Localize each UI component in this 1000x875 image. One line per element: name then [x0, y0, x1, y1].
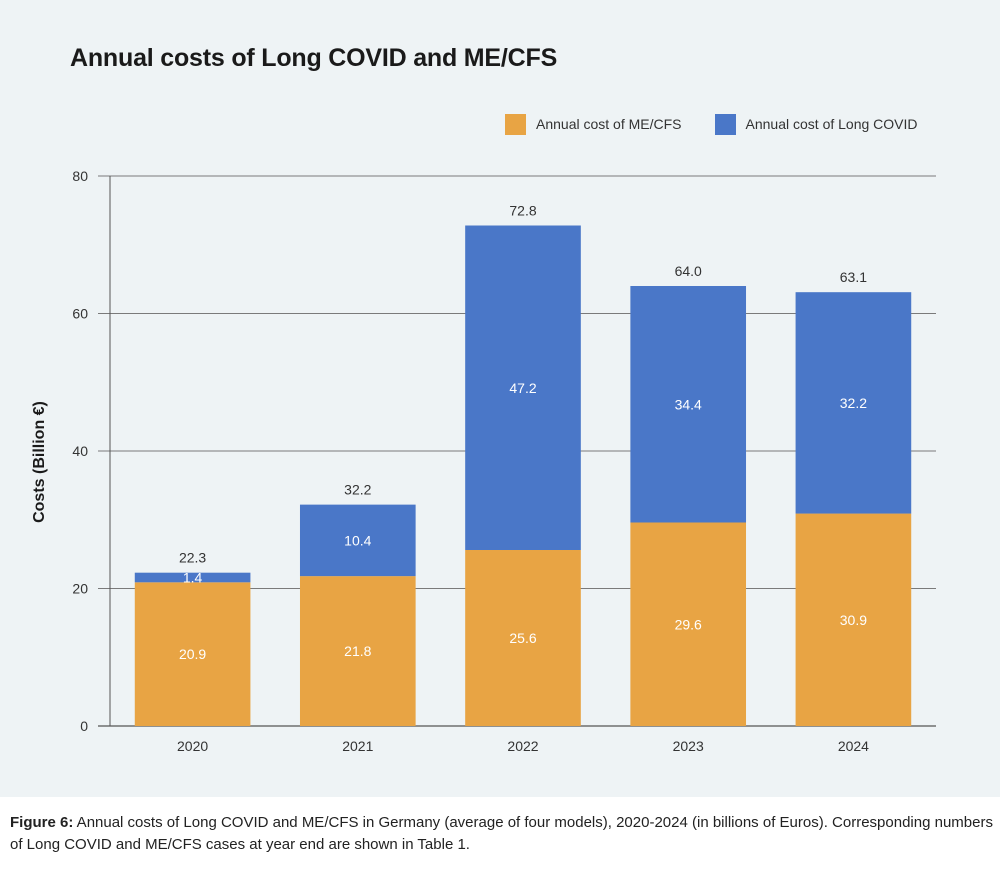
legend: Annual cost of ME/CFS Annual cost of Lon… — [505, 113, 918, 135]
y-tick-label: 60 — [72, 306, 88, 322]
data-label-mecfs: 30.9 — [840, 612, 867, 628]
bar-mecfs — [299, 576, 416, 726]
data-label-long-covid: 34.4 — [675, 396, 702, 412]
figure-caption: Figure 6: Annual costs of Long COVID and… — [10, 812, 995, 856]
bar-mecfs — [795, 513, 912, 726]
bar-long-covid — [795, 292, 912, 514]
chart-panel: Annual costs of Long COVID and ME/CFS An… — [0, 0, 1000, 797]
x-tick-label: 2022 — [507, 738, 538, 754]
legend-item-mecfs: Annual cost of ME/CFS — [505, 113, 682, 135]
x-tick-label: 2021 — [342, 738, 373, 754]
bar-long-covid — [465, 225, 581, 550]
data-label-mecfs: 25.6 — [509, 630, 536, 646]
bar-long-covid — [630, 286, 747, 523]
total-label: 72.8 — [509, 203, 536, 219]
total-label: 64.0 — [675, 263, 702, 279]
data-label-mecfs: 20.9 — [179, 646, 206, 662]
x-tick-label: 2024 — [838, 738, 869, 754]
caption-text: Annual costs of Long COVID and ME/CFS in… — [10, 814, 993, 853]
total-label: 63.1 — [840, 269, 867, 285]
data-label-mecfs: 29.6 — [675, 616, 702, 632]
data-label-long-covid: 47.2 — [509, 380, 536, 396]
legend-label-long-covid: Annual cost of Long COVID — [745, 116, 918, 132]
total-label: 32.2 — [344, 482, 371, 498]
x-tick-label: 2023 — [673, 738, 704, 754]
y-tick-label: 40 — [72, 443, 88, 459]
data-label-mecfs: 21.8 — [344, 643, 371, 659]
legend-label-mecfs: Annual cost of ME/CFS — [536, 116, 682, 132]
y-tick-label: 20 — [72, 581, 88, 597]
legend-swatch-mecfs — [505, 113, 526, 135]
caption-prefix: Figure 6: — [10, 814, 74, 831]
bar-chart: 0 20 40 60 80 20.9 1.4 22.3 2020 21.8 10.4 32.2 2021… — [72, 168, 936, 754]
bar-long-covid — [299, 504, 416, 577]
bar-mecfs — [134, 582, 251, 726]
bar-long-covid — [134, 572, 251, 583]
y-tick-label: 80 — [72, 168, 88, 184]
legend-swatch-long-covid — [714, 113, 736, 135]
chart-title: Annual costs of Long COVID and ME/CFS — [70, 44, 558, 72]
bar-mecfs — [465, 550, 581, 726]
y-tick-label: 0 — [80, 718, 88, 734]
total-label: 22.3 — [179, 550, 206, 566]
data-label-long-covid: 10.4 — [344, 532, 371, 548]
bar-mecfs — [630, 522, 747, 726]
legend-item-long-covid: Annual cost of Long COVID — [714, 113, 918, 135]
data-label-long-covid: 1.4 — [183, 570, 203, 586]
data-label-long-covid: 32.2 — [840, 395, 867, 411]
x-tick-label: 2020 — [177, 738, 208, 754]
